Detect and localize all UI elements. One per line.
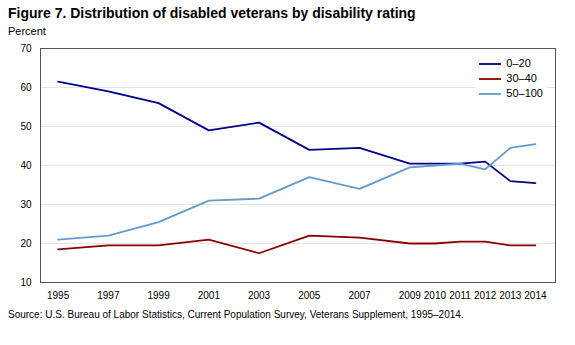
svg-text:2005: 2005 [298, 290, 321, 301]
svg-text:30: 30 [20, 199, 32, 210]
svg-text:70: 70 [20, 43, 32, 54]
html-text:50–100: 50–100 [506, 87, 543, 99]
svg-text:2010: 2010 [424, 290, 447, 301]
svg-text:2003: 2003 [248, 290, 271, 301]
svg-text:10: 10 [20, 277, 32, 288]
html-text:Figure 7. Distribution of disa: Figure 7. Distribution of disabled veter… [8, 5, 416, 21]
html-text:30–40: 30–40 [506, 72, 537, 84]
html-text:Source: U.S. Bureau of Labor S: Source: U.S. Bureau of Labor Statistics,… [8, 309, 464, 320]
svg-text:1999: 1999 [147, 290, 170, 301]
html-text:0–20: 0–20 [506, 57, 531, 69]
svg-text:2009: 2009 [399, 290, 422, 301]
svg-text:60: 60 [20, 82, 32, 93]
svg-text:50: 50 [20, 121, 32, 132]
svg-text:1997: 1997 [97, 290, 120, 301]
svg-text:2007: 2007 [348, 290, 371, 301]
svg-text:20: 20 [20, 238, 32, 249]
svg-text:2011: 2011 [449, 290, 471, 301]
svg-text:1995: 1995 [47, 290, 70, 301]
svg-text:2013: 2013 [499, 290, 522, 301]
svg-text:2001: 2001 [198, 290, 221, 301]
svg-text:40: 40 [20, 160, 32, 171]
html-text:Percent: Percent [8, 25, 46, 37]
svg-text:2012: 2012 [474, 290, 497, 301]
svg-text:2014: 2014 [524, 290, 547, 301]
